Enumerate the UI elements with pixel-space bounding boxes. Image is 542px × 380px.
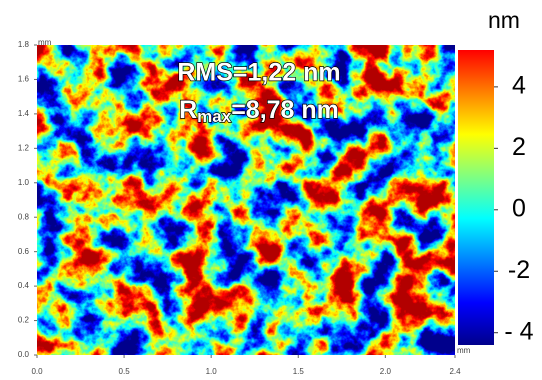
y-tick-label: 1.4 — [18, 109, 30, 118]
y-tick-label: 0.8 — [18, 212, 30, 221]
annotation: Rmax=8,78 nm — [179, 96, 339, 127]
colorbar-unit: nm — [488, 7, 520, 33]
y-tick-label: 1.8 — [18, 40, 30, 49]
annotation-main: R — [179, 96, 197, 124]
surface-image — [37, 45, 455, 355]
x-tick-label: 2.0 — [380, 367, 392, 376]
x-tick-label: 0.0 — [31, 367, 43, 376]
colorbar — [458, 50, 494, 345]
y-tick-label: 1.0 — [18, 178, 30, 187]
annotation-rest: =8,78 nm — [231, 96, 339, 124]
y-tick-label: 0.4 — [18, 281, 30, 290]
y-unit: mm — [38, 38, 52, 47]
y-tick-label: 0.6 — [18, 247, 30, 256]
annotation-sub: max — [197, 107, 232, 126]
y-tick-label: 0.2 — [18, 316, 30, 325]
colorbar-tick-label: 0 — [512, 194, 526, 222]
y-tick-label: 1.2 — [18, 143, 30, 152]
colorbar-tick-label: -2 — [508, 256, 530, 284]
x-tick-label: 1.0 — [206, 367, 218, 376]
colorbar-tick-label: 2 — [512, 133, 526, 161]
x-tick-label: 0.5 — [119, 367, 131, 376]
x-tick-label: 2.4 — [449, 367, 461, 376]
colorbar-tick-label: 4 — [512, 71, 526, 99]
y-tick-label: 1.6 — [18, 75, 30, 84]
x-unit: mm — [457, 346, 471, 355]
y-tick-label: 0.0 — [18, 350, 30, 359]
x-tick-label: 1.5 — [293, 367, 305, 376]
colorbar-tick-label: - 4 — [504, 317, 533, 345]
annotation: RMS=1,22 nm — [177, 59, 340, 87]
